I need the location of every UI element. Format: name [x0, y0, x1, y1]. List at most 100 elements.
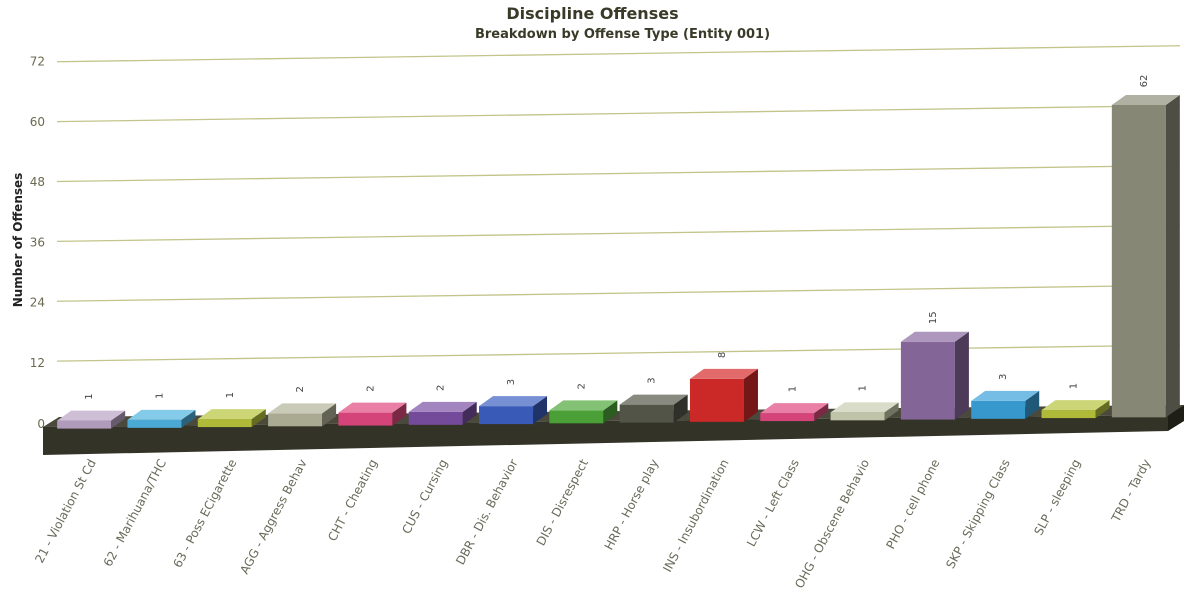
bar [689, 368, 758, 422]
bar-top [760, 403, 829, 414]
bar-side [462, 401, 477, 425]
bar-side [1165, 94, 1180, 418]
bar-value-label: 1 [1069, 383, 1080, 389]
bar-side [111, 410, 126, 429]
bar-side [814, 403, 829, 422]
bar-value-label: 2 [365, 385, 376, 391]
y-tick-label: 48 [30, 175, 45, 189]
bar [268, 403, 337, 427]
bar-top [619, 394, 688, 405]
bar-side [884, 402, 899, 421]
bar-value-label: 1 [858, 385, 869, 391]
y-tick-label: 60 [30, 115, 45, 129]
bar-front [127, 419, 182, 428]
y-tick-label: 36 [30, 235, 45, 249]
x-tick-label: SLP - sleeping [1031, 457, 1083, 538]
grid-line [56, 45, 1181, 63]
bar-front [760, 413, 815, 422]
floor-side [1168, 405, 1184, 431]
bar-front [619, 404, 674, 423]
bar-top [549, 400, 618, 411]
y-tick-label: 12 [30, 356, 45, 370]
bar-side [954, 331, 969, 420]
x-tick-label: 62 - Marihuana/THC [101, 457, 169, 569]
bar-value-label: 8 [717, 352, 728, 358]
bar [619, 394, 688, 423]
bar-top [689, 368, 758, 379]
bar-side [251, 409, 266, 428]
bar-top [338, 402, 407, 413]
x-tick-label: OHG - Obscene Behavio [792, 457, 872, 591]
bar-side [392, 402, 407, 426]
x-tick-label: 63 - Poss ECigarette [170, 457, 239, 570]
bar-side [743, 368, 758, 422]
y-axis-label: Number of Offenses [11, 173, 25, 308]
bar-top [268, 403, 337, 414]
bar-side [533, 396, 548, 425]
bar-value-label: 3 [506, 379, 517, 385]
bar-front [479, 406, 534, 425]
x-tick-label: DIS - Disrespect [534, 457, 591, 548]
y-axis-ticks: 0 12 24 36 48 60 72 [30, 55, 45, 431]
bar [1111, 94, 1180, 418]
bar-front [900, 341, 955, 420]
chart-title: Discipline Offenses [506, 4, 679, 23]
bar-top [971, 390, 1040, 401]
y-tick-label: 72 [30, 55, 45, 69]
bar-front [1111, 104, 1166, 418]
bar [900, 331, 969, 420]
bar [549, 400, 618, 424]
bar-value-label: 2 [576, 383, 587, 389]
bar-top [197, 409, 266, 420]
grid-line [56, 104, 1181, 123]
x-tick-label: 21 - Violation St Cd [32, 457, 99, 566]
bar-value-label: 3 [998, 374, 1009, 380]
x-tick-label: PHO - cell phone [883, 457, 942, 552]
bar-front [971, 400, 1026, 419]
bar-value-label: 1 [84, 393, 95, 399]
bar-top [900, 331, 969, 342]
x-tick-label: INS - Insubordination [660, 457, 731, 575]
bar-value-label: 2 [436, 385, 447, 391]
x-tick-label: CHT - Cheating [325, 457, 380, 544]
bar-value-label: 1 [225, 392, 236, 398]
grid-line [56, 344, 1181, 362]
bar-side [181, 409, 196, 428]
data-labels: 1 1 1 2 2 2 3 2 3 8 1 1 15 3 1 62 [84, 75, 1150, 400]
bar [408, 401, 477, 425]
bar-side [603, 400, 618, 424]
x-tick-label: AGG - Aggress Behav [237, 457, 309, 577]
bar-top [408, 401, 477, 412]
bar [971, 390, 1040, 419]
bar-value-label: 3 [647, 377, 658, 383]
bar [127, 409, 196, 428]
grid-lines [56, 45, 1181, 362]
bar-top [830, 402, 899, 413]
bar [830, 402, 899, 421]
bar-front [549, 410, 604, 424]
bar-side [673, 394, 688, 423]
grid-line [56, 164, 1181, 183]
bar-side [1095, 400, 1110, 419]
bar [197, 409, 266, 428]
bar [338, 402, 407, 426]
bar-top [57, 410, 126, 421]
x-tick-label: DBR - Dis. Behavior [453, 457, 521, 567]
bar [479, 396, 548, 425]
y-tick-label: 0 [37, 417, 45, 431]
bar [57, 410, 126, 429]
x-tick-label: TRD - Tardy [1108, 457, 1153, 525]
chart-subtitle: Breakdown by Offense Type (Entity 001) [474, 27, 771, 42]
bar-front [408, 411, 463, 425]
bar-top [1111, 94, 1180, 105]
bar-front [1041, 410, 1096, 419]
grid-line [56, 224, 1181, 243]
bar-top [1041, 400, 1110, 411]
bar-front [57, 420, 112, 429]
bar-front [689, 378, 744, 422]
y-tick-label: 24 [30, 296, 45, 310]
x-tick-label: HRP - Horse play [602, 457, 662, 553]
bar-front [830, 412, 885, 421]
bar-value-label: 62 [1139, 75, 1150, 88]
